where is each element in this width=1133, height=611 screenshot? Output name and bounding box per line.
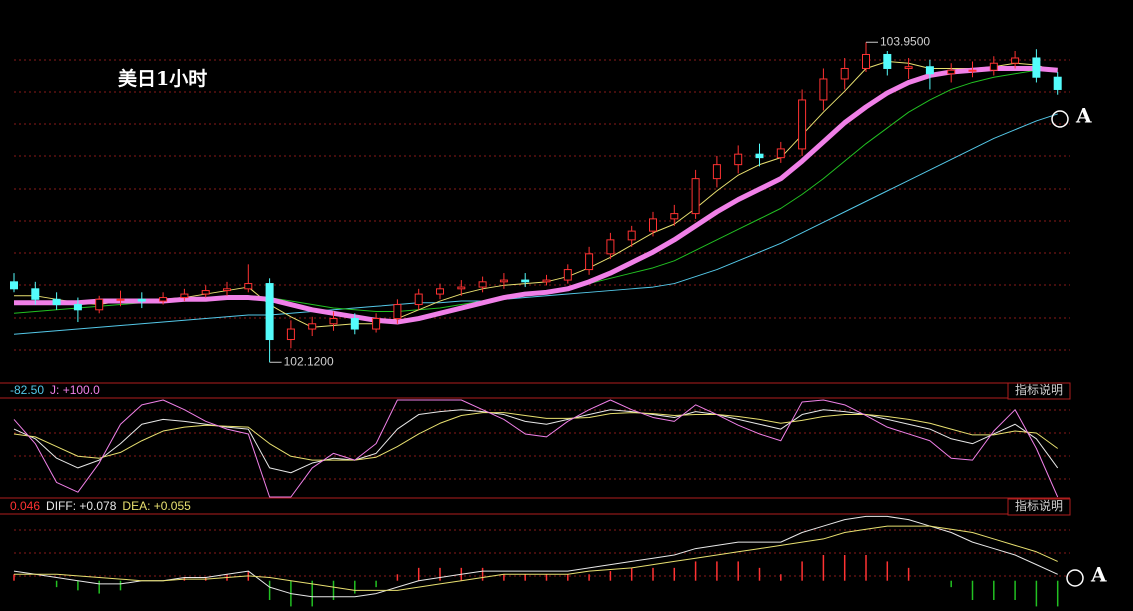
- indicator-button-label[interactable]: 指标说明: [1015, 498, 1063, 513]
- marker-label: A: [1075, 104, 1092, 128]
- candle-body: [989, 62, 998, 71]
- candle-body: [585, 253, 594, 271]
- candle-body: [542, 279, 551, 283]
- candle-body: [819, 78, 828, 101]
- candle-body: [499, 279, 508, 283]
- marker-circle: [1051, 110, 1069, 128]
- indicator-value: 0.046: [10, 499, 40, 513]
- candle-body: [201, 290, 210, 295]
- candle-body: [414, 293, 423, 306]
- indicator-line: [14, 65, 1058, 325]
- candle-body: [137, 298, 146, 302]
- marker-label: A: [1090, 563, 1107, 587]
- candle-body: [1032, 57, 1041, 78]
- annotation-label: 102.1200: [284, 354, 334, 368]
- candle-body: [159, 297, 168, 302]
- candle-body: [95, 298, 104, 311]
- candle-body: [862, 53, 870, 69]
- candle-body: [670, 213, 679, 220]
- candle-body: [10, 281, 18, 290]
- chart-title: 美日1小时: [118, 67, 207, 90]
- candle-body: [521, 279, 530, 283]
- candle-body: [947, 69, 956, 75]
- candle-body: [265, 283, 274, 341]
- candle-body: [52, 298, 61, 306]
- candle-body: [904, 66, 913, 69]
- candle-body: [180, 293, 189, 299]
- candle-body: [712, 164, 721, 180]
- candle-body: [329, 318, 338, 325]
- candle-body: [734, 153, 743, 166]
- candle-body: [457, 286, 466, 290]
- indicator-line: [13, 69, 1058, 314]
- indicator-line: [14, 60, 1058, 328]
- candle-body: [308, 323, 317, 330]
- indicator-value: DIFF: +0.078: [46, 499, 117, 513]
- candle-body: [436, 288, 444, 295]
- indicator-line: [13, 409, 1059, 474]
- candle-body: [840, 67, 849, 80]
- candle-body: [478, 281, 487, 288]
- candle-body: [1053, 76, 1062, 90]
- candle-body: [223, 288, 231, 292]
- candle-body: [1011, 57, 1020, 64]
- candle-body: [350, 318, 359, 330]
- candle-body: [563, 269, 572, 281]
- indicator-button[interactable]: [1007, 498, 1071, 516]
- candle-body: [116, 298, 125, 301]
- annotation-label: 103.9500: [880, 34, 930, 48]
- indicator-value: DEA: +0.055: [122, 499, 191, 513]
- indicator-value: -82.50: [10, 383, 44, 397]
- candle-body: [244, 283, 253, 290]
- candle-body: [883, 53, 892, 69]
- candle-body: [73, 304, 82, 311]
- candle-body: [776, 148, 785, 159]
- indicator-line: [14, 525, 1058, 591]
- indicator-line: [13, 113, 1058, 335]
- candle-body: [925, 66, 934, 75]
- marker-circle: [1066, 569, 1084, 587]
- candle-body: [393, 304, 402, 320]
- indicator-button-label[interactable]: 指标说明: [1015, 382, 1063, 397]
- candle-body: [31, 288, 40, 300]
- indicator-button[interactable]: [1007, 382, 1071, 400]
- candle-body: [606, 239, 615, 255]
- candle-body: [649, 218, 657, 232]
- indicator-line: [13, 515, 1058, 598]
- indicator-value: J: +100.0: [50, 383, 100, 397]
- indicator-line: [13, 412, 1058, 461]
- candle-body: [691, 178, 700, 215]
- candle-body: [968, 69, 977, 72]
- indicator-line: [13, 399, 1059, 498]
- candle-body: [627, 230, 636, 241]
- candle-body: [798, 99, 807, 150]
- candle-body: [372, 318, 381, 330]
- candle-body: [286, 328, 295, 341]
- candle-body: [755, 153, 764, 159]
